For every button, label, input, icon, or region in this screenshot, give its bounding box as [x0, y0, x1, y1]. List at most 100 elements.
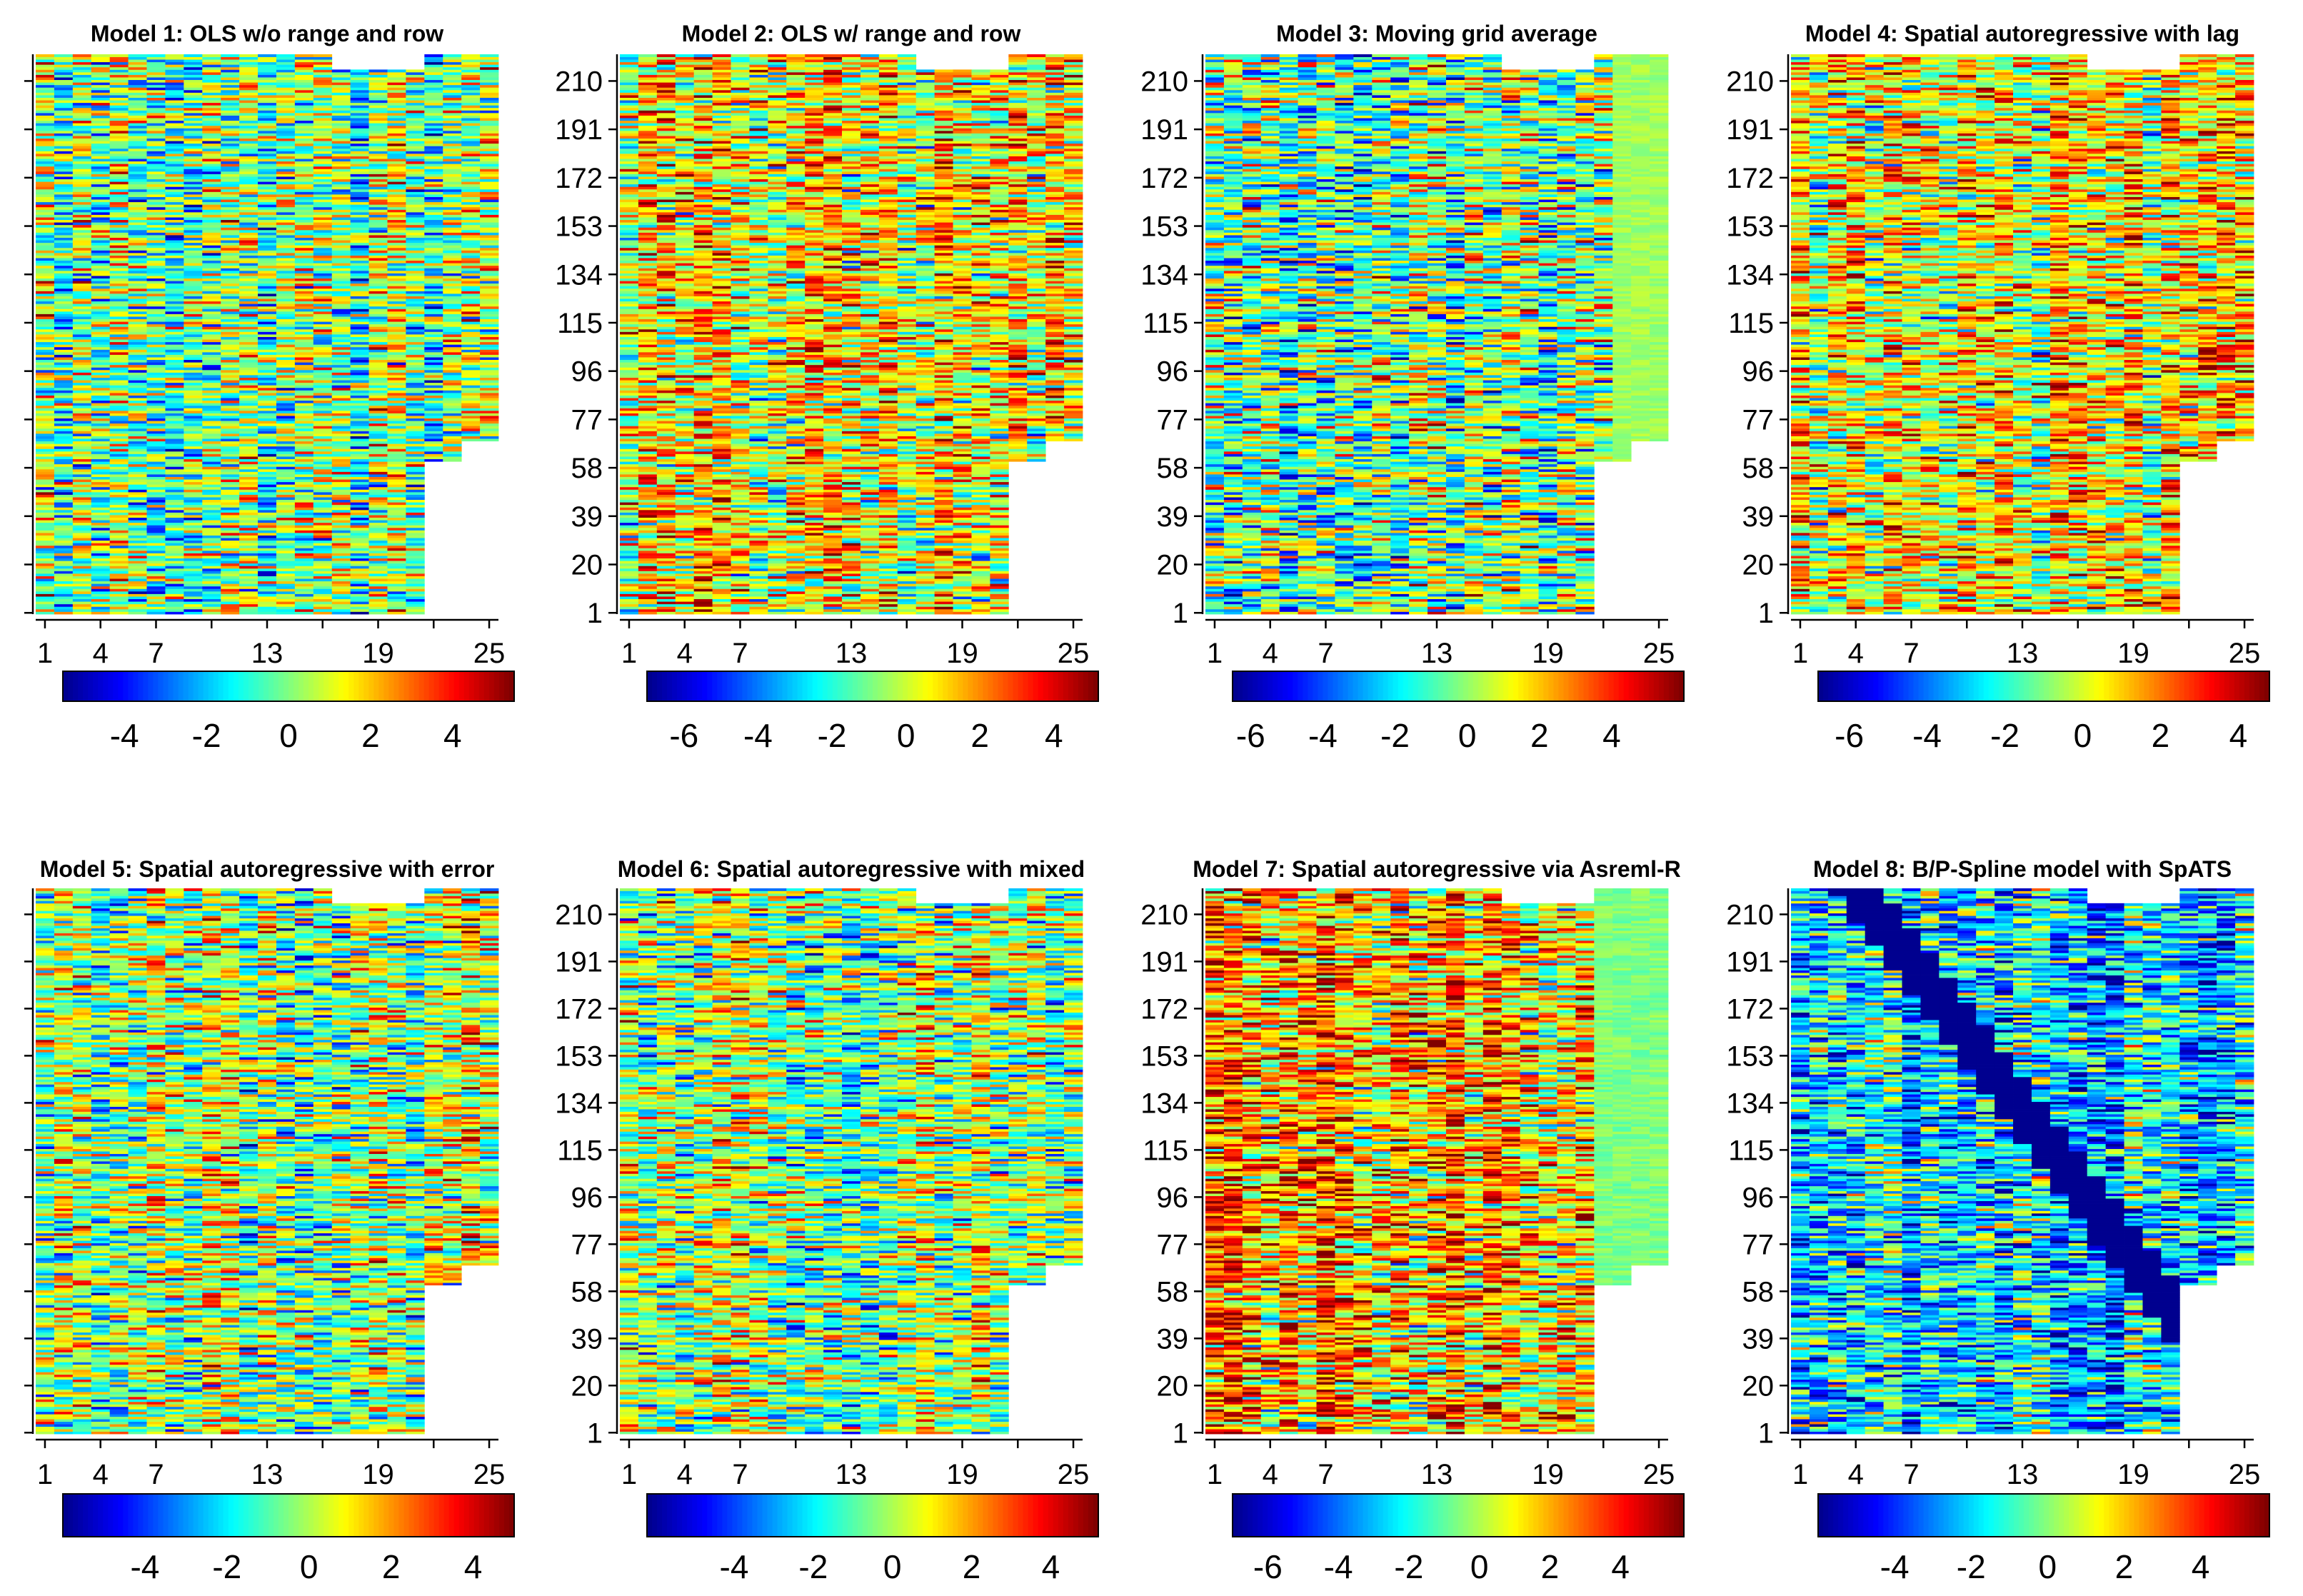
heatmap-cell — [184, 64, 202, 67]
heatmap-cell — [165, 464, 184, 467]
heatmap-cell — [91, 235, 110, 238]
heatmap-cell — [36, 344, 54, 347]
heatmap-cell — [147, 159, 166, 161]
heatmap-cell — [184, 235, 202, 238]
heatmap-cell — [165, 67, 184, 70]
heatmap-cell — [36, 489, 54, 492]
heatmap-cell — [73, 339, 91, 342]
heatmap-cell — [73, 436, 91, 439]
heatmap-cell — [147, 123, 166, 126]
heatmap-cell — [184, 451, 202, 454]
heatmap-cell — [73, 146, 91, 149]
heatmap-cell — [147, 154, 166, 156]
heatmap-cell — [110, 123, 129, 126]
heatmap-cell — [36, 426, 54, 428]
heatmap-cell — [129, 105, 147, 108]
heatmap-cell — [129, 276, 147, 278]
heatmap-cell — [110, 423, 129, 426]
heatmap-cell — [91, 441, 110, 444]
heatmap-cell — [91, 573, 110, 576]
heatmap-cell — [147, 423, 166, 426]
heatmap-cell — [91, 528, 110, 531]
heatmap-cell — [147, 418, 166, 421]
heatmap-cell — [54, 301, 73, 304]
heatmap-cell — [36, 586, 54, 589]
heatmap-cell — [165, 482, 184, 485]
heatmap-cell — [184, 92, 202, 95]
heatmap-cell — [184, 426, 202, 428]
heatmap-cell — [147, 329, 166, 332]
heatmap-cell — [54, 401, 73, 403]
heatmap-cell — [91, 189, 110, 192]
heatmap-cell — [54, 291, 73, 293]
heatmap-cell — [73, 553, 91, 556]
heatmap-cell — [73, 256, 91, 259]
heatmap-cell — [36, 433, 54, 436]
heatmap-cell — [91, 533, 110, 536]
heatmap-cell — [54, 505, 73, 508]
heatmap-cell — [54, 396, 73, 398]
heatmap-cell — [165, 408, 184, 411]
heatmap-cell — [184, 518, 202, 521]
heatmap-cell — [129, 240, 147, 243]
heatmap-cell — [129, 403, 147, 406]
heatmap-cell — [184, 156, 202, 159]
heatmap-cell — [147, 505, 166, 508]
heatmap-cell — [73, 456, 91, 459]
heatmap-cell — [91, 232, 110, 235]
heatmap-cell — [165, 505, 184, 508]
heatmap-cell — [147, 87, 166, 90]
heatmap-cell — [54, 398, 73, 401]
heatmap-cell — [36, 334, 54, 337]
heatmap-cell — [36, 164, 54, 166]
heatmap-cell — [129, 385, 147, 388]
heatmap-cell — [129, 54, 147, 57]
heatmap-cell — [54, 253, 73, 256]
heatmap-cell — [110, 144, 129, 146]
heatmap-cell — [110, 591, 129, 594]
heatmap-cell — [184, 500, 202, 503]
heatmap-cell — [110, 227, 129, 230]
heatmap-cell — [36, 520, 54, 523]
heatmap-cell — [202, 596, 221, 599]
heatmap-cell — [129, 126, 147, 129]
heatmap-cell — [73, 571, 91, 573]
heatmap-cell — [165, 528, 184, 531]
heatmap-cell — [184, 139, 202, 141]
heatmap-cell — [54, 408, 73, 411]
heatmap-cell — [54, 558, 73, 561]
heatmap-cell — [54, 530, 73, 533]
heatmap-cell — [184, 393, 202, 396]
heatmap-cell — [129, 523, 147, 526]
heatmap-cell — [110, 609, 129, 612]
heatmap-cell — [202, 583, 221, 586]
heatmap-cell — [184, 116, 202, 119]
heatmap-cell — [184, 586, 202, 589]
heatmap-cell — [147, 436, 166, 439]
heatmap-cell — [184, 396, 202, 398]
heatmap-cell — [54, 176, 73, 179]
heatmap-cell — [147, 85, 166, 88]
heatmap-cell — [54, 118, 73, 121]
heatmap-cell — [91, 380, 110, 383]
heatmap-cell — [91, 349, 110, 352]
heatmap-cell — [165, 533, 184, 536]
heatmap-cell — [129, 431, 147, 433]
heatmap-cell — [129, 588, 147, 591]
heatmap-cell — [54, 339, 73, 342]
heatmap-cell — [73, 186, 91, 189]
heatmap-cell — [73, 100, 91, 103]
heatmap-cell — [184, 339, 202, 342]
heatmap-cell — [165, 487, 184, 490]
heatmap-cell — [54, 256, 73, 259]
heatmap-cell — [91, 571, 110, 573]
heatmap-cell — [147, 500, 166, 503]
heatmap-cell — [184, 108, 202, 111]
heatmap-cell — [36, 283, 54, 286]
heatmap-cell — [147, 583, 166, 586]
heatmap-cell — [147, 232, 166, 235]
heatmap-cell — [91, 489, 110, 492]
heatmap-cell — [129, 416, 147, 418]
heatmap-cell — [36, 186, 54, 189]
heatmap-cell — [54, 166, 73, 169]
